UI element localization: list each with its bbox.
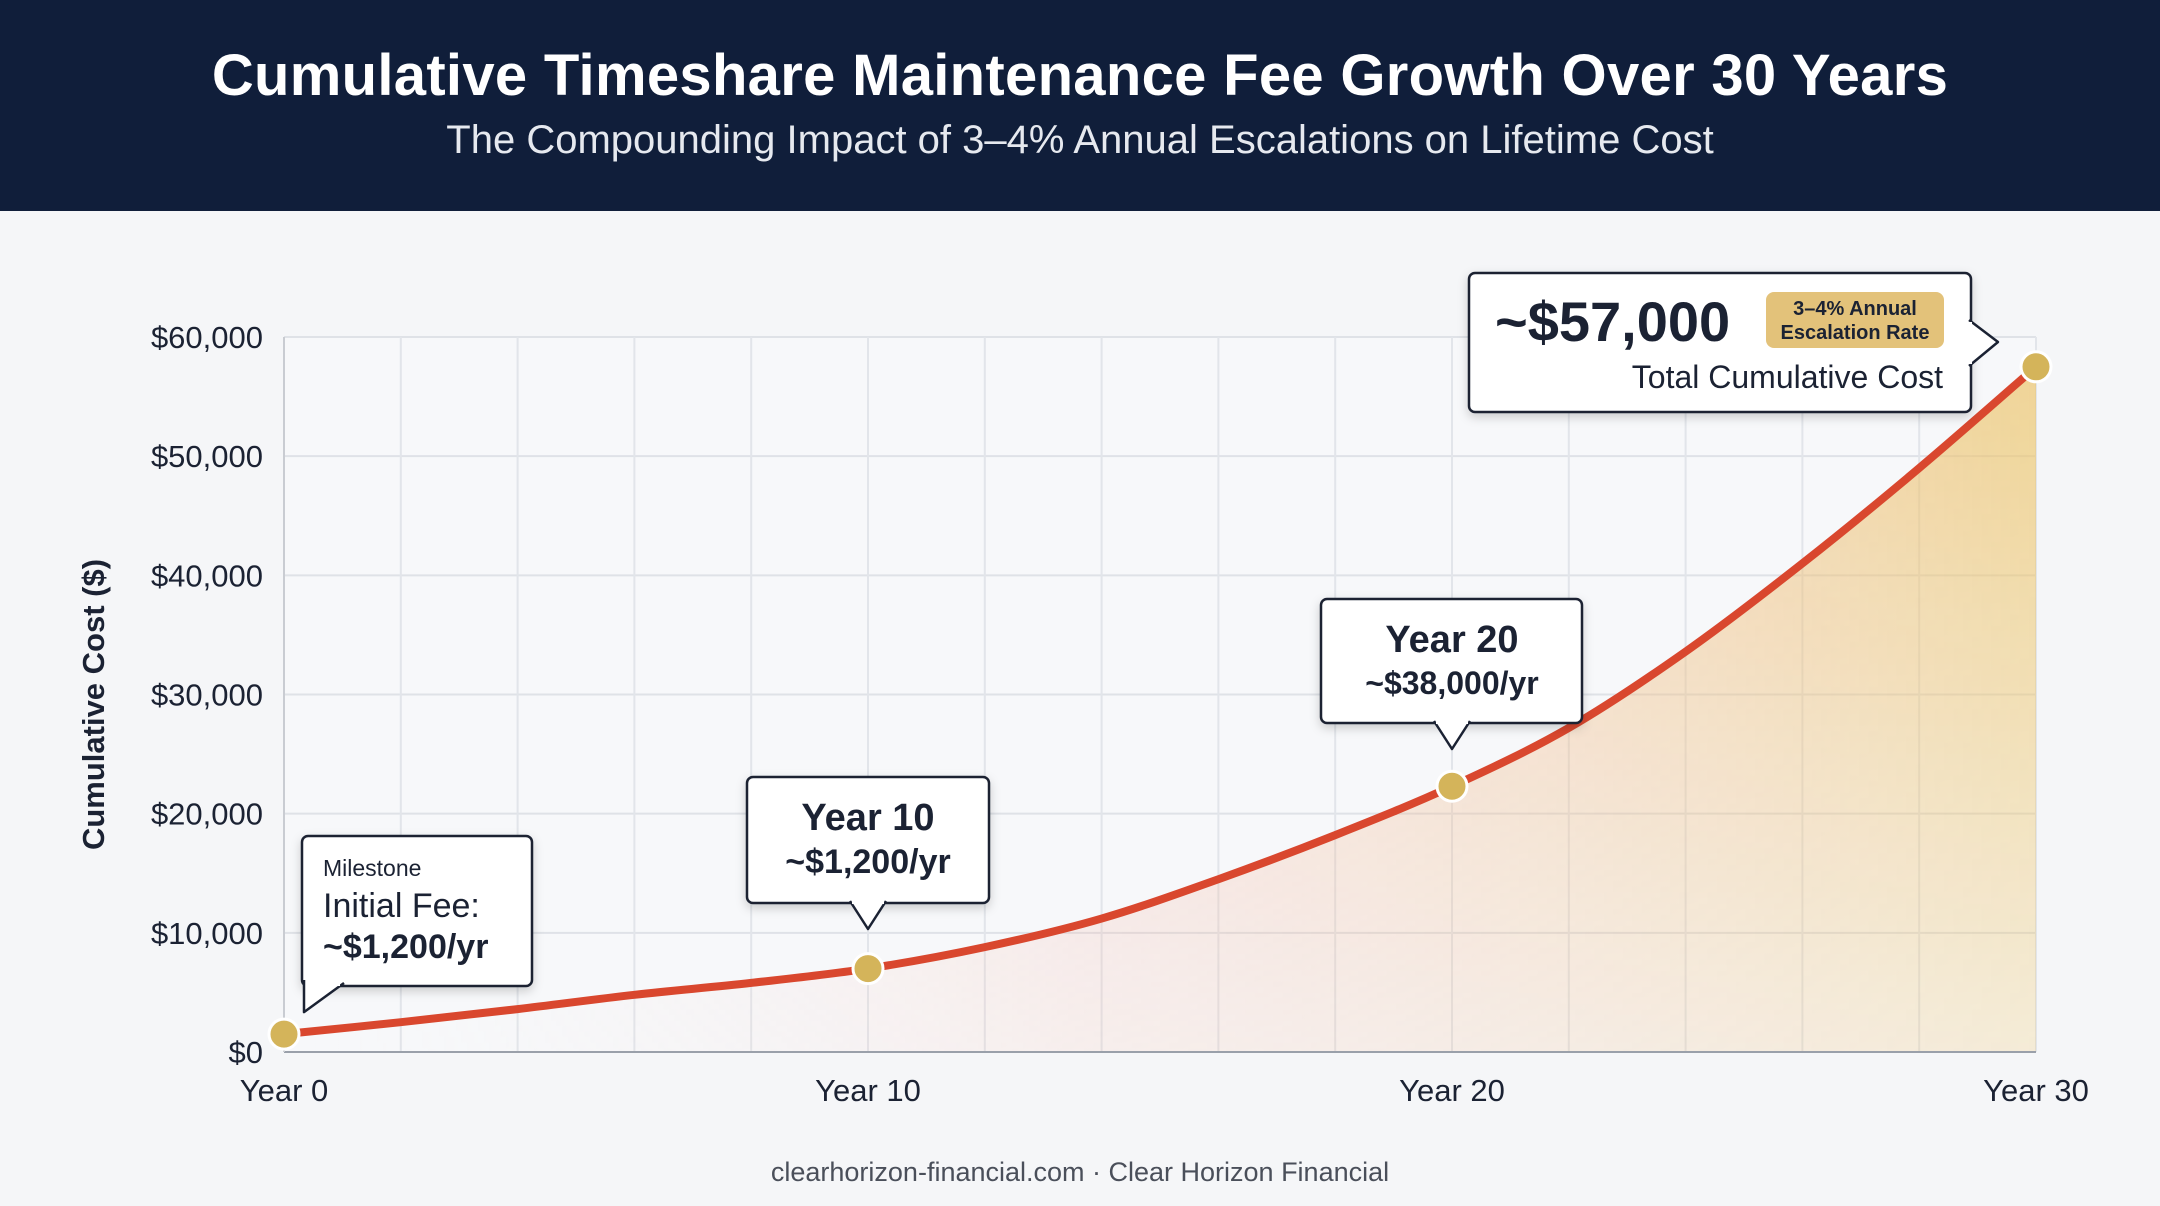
y-tick-label: $10,000 xyxy=(151,916,263,951)
chart-title: Cumulative Timeshare Maintenance Fee Gro… xyxy=(211,43,1949,108)
callout-initial-fee xyxy=(300,834,534,988)
callout-value: ~$57,000 xyxy=(1495,290,1730,353)
y-tick-label: $60,000 xyxy=(151,320,263,355)
y-tick-label: $0 xyxy=(229,1035,263,1070)
escalation-badge xyxy=(1766,292,1944,348)
callout-tail xyxy=(848,900,888,931)
callout-tail xyxy=(1968,319,2000,367)
area-fill xyxy=(284,366,2036,1053)
badge-line: 3–4% Annual xyxy=(1793,298,1917,320)
callout-year20 xyxy=(1319,597,1584,725)
badge-line: Escalation Rate xyxy=(1781,322,1930,344)
data-point xyxy=(851,952,885,986)
callout-tail xyxy=(1432,720,1472,751)
callout-value: ~$38,000/yr xyxy=(1365,665,1539,701)
callout-value: ~$1,200/yr xyxy=(323,928,488,966)
callout-line: Year 10 xyxy=(801,797,934,839)
callout-year10 xyxy=(745,775,991,905)
data-markers xyxy=(267,350,2053,1051)
callout-line: Initial Fee: xyxy=(323,887,480,925)
callout-kicker: Milestone xyxy=(323,855,421,881)
source-footer: clearhorizon-financial.com · Clear Horiz… xyxy=(770,1157,1390,1187)
y-tick-labels: $0 $10,000 $20,000 $30,000 $40,000 $50,000 $60… xyxy=(151,320,263,1070)
callout-tail xyxy=(302,980,345,1014)
callout-line: Year 20 xyxy=(1385,619,1518,661)
data-point xyxy=(2019,350,2053,384)
data-point xyxy=(1435,769,1469,803)
callout-label: Total Cumulative Cost xyxy=(1632,359,1943,395)
callout-value: ~$1,200/yr xyxy=(785,843,950,881)
y-axis-label: Cumulative Cost ($) xyxy=(76,559,111,850)
y-tick-label: $20,000 xyxy=(151,797,263,832)
x-tick-label: Year 30 xyxy=(1983,1073,2089,1108)
x-tick-labels: Year 0 Year 10 Year 20 Year 30 xyxy=(240,1073,2089,1108)
header-banner: Cumulative Timeshare Maintenance Fee Gro… xyxy=(0,0,2160,211)
data-point xyxy=(267,1017,301,1051)
x-tick-label: Year 20 xyxy=(1399,1073,1505,1108)
chart-subtitle: The Compounding Impact of 3–4% Annual Es… xyxy=(446,118,1714,162)
x-tick-label: Year 10 xyxy=(815,1073,921,1108)
y-tick-label: $30,000 xyxy=(151,678,263,713)
x-tick-label: Year 0 xyxy=(240,1073,329,1108)
y-tick-label: $40,000 xyxy=(151,558,263,593)
y-tick-label: $50,000 xyxy=(151,439,263,474)
series-line xyxy=(280,362,2040,1039)
